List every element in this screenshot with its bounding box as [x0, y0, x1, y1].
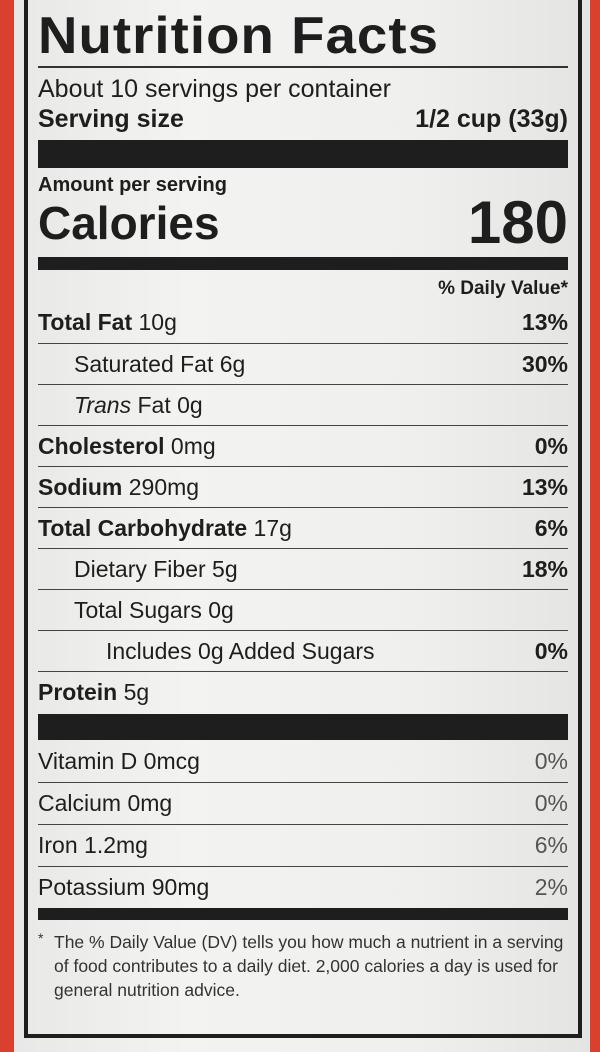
nutrient-amount: 17g	[253, 514, 292, 541]
nutrient-daily-value: 0%	[534, 432, 568, 459]
nutrient-name: Total Carbohydrate	[38, 514, 248, 541]
serving-size-value: 1/2 cup (33g)	[415, 105, 568, 133]
nutrient-list: Total Fat 10g 13% Saturated Fat 6g 30% Trans…	[38, 302, 568, 712]
nutrition-facts-panel: Nutrition Facts About 10 servings per co…	[24, 0, 582, 1038]
nutrient-name: Cholesterol	[38, 432, 165, 459]
vitamin-label: Vitamin D 0mcg	[38, 747, 200, 774]
vitamin-label: Calcium 0mg	[38, 790, 173, 816]
footnote: * The % Daily Value (DV) tells you how m…	[38, 920, 568, 1002]
amount-per-serving: Amount per serving	[38, 174, 227, 196]
nutrient-name: Includes 0g Added Sugars	[106, 637, 375, 664]
serving-size-label: Serving size	[38, 105, 184, 133]
nutrient-name: Total Sugars	[74, 596, 202, 623]
calories-label: Calories	[38, 197, 220, 249]
nutrient-amount: 5g	[212, 555, 238, 582]
nutrient-row: Dietary Fiber 5g 18%	[38, 548, 568, 589]
thick-divider	[38, 140, 568, 168]
nutrient-label: Dietary Fiber 5g	[74, 556, 238, 583]
nutrient-name: Total Fat	[38, 309, 133, 335]
nutrient-label: Cholesterol 0mg	[38, 433, 216, 460]
nutrient-label: Total Sugars 0g	[74, 597, 234, 624]
vitamin-row: Calcium 0mg 0%	[38, 782, 568, 824]
nutrient-name: Trans	[74, 391, 132, 418]
nutrient-row: Total Carbohydrate 17g 6%	[38, 507, 568, 548]
nutrient-row: Sodium 290mg 13%	[38, 466, 568, 507]
medium-divider	[38, 257, 568, 270]
vitamin-daily-value: 0%	[534, 747, 568, 774]
vitamin-daily-value: 6%	[534, 832, 568, 858]
footnote-asterisk: *	[38, 930, 44, 946]
nutrient-name: Sodium	[38, 473, 123, 500]
vitamin-row: Potassium 90mg 2%	[38, 866, 568, 908]
nutrient-row: Trans Fat 0g	[38, 384, 568, 425]
nutrient-amount: 0mg	[170, 432, 216, 459]
nutrient-amount: 0g	[208, 596, 234, 623]
vitamin-label: Potassium 90mg	[38, 874, 210, 900]
nutrient-label: Total Carbohydrate 17g	[38, 515, 292, 542]
nutrient-label: Includes 0g Added Sugars	[106, 638, 375, 665]
serving-size-row: Serving size 1/2 cup (33g)	[38, 104, 568, 134]
nutrient-amount: 5g	[123, 678, 150, 705]
footnote-text: The % Daily Value (DV) tells you how muc…	[54, 932, 564, 1000]
nutrient-label: Total Fat 10g	[38, 309, 177, 336]
nutrient-row: Total Fat 10g 13%	[38, 302, 568, 343]
nutrient-daily-value: 0%	[534, 637, 568, 664]
nutrient-daily-value: 13%	[521, 309, 568, 335]
nutrient-daily-value: 30%	[521, 350, 568, 377]
nutrient-label: Sodium 290mg	[38, 474, 199, 501]
nutrient-name: Protein	[38, 678, 118, 705]
nutrient-row: Total Sugars 0g	[38, 589, 568, 630]
nutrient-label: Trans Fat 0g	[74, 392, 203, 419]
nutrient-row: Saturated Fat 6g 30%	[38, 343, 568, 384]
title: Nutrition Facts	[38, 7, 440, 65]
servings-per-container: About 10 servings per container	[38, 75, 391, 103]
nutrient-row: Protein 5g	[38, 671, 568, 712]
nutrient-name: Saturated Fat	[74, 350, 214, 377]
medium-divider	[38, 908, 568, 920]
calories-row: Calories 180	[38, 189, 568, 256]
nutrition-label: Nutrition Facts About 10 servings per co…	[14, 0, 590, 1052]
nutrient-amount: Fat 0g	[137, 391, 203, 418]
vitamin-label: Iron 1.2mg	[38, 832, 148, 858]
vitamin-daily-value: 0%	[534, 790, 568, 816]
vitamin-daily-value: 2%	[534, 874, 568, 900]
calories-value: 180	[467, 189, 568, 256]
nutrient-label: Saturated Fat 6g	[74, 351, 245, 378]
vitamin-row: Iron 1.2mg 6%	[38, 824, 568, 866]
nutrient-amount: 290mg	[128, 473, 200, 500]
nutrient-daily-value: 6%	[534, 514, 568, 541]
daily-value-header: % Daily Value*	[438, 278, 568, 299]
nutrient-row: Cholesterol 0mg 0%	[38, 425, 568, 466]
thick-divider	[38, 714, 568, 740]
nutrient-label: Protein 5g	[38, 679, 149, 706]
nutrient-daily-value: 18%	[521, 555, 568, 582]
nutrient-amount: 10g	[138, 309, 177, 335]
nutrient-name: Dietary Fiber	[74, 555, 206, 582]
vitamin-list: Vitamin D 0mcg 0% Calcium 0mg 0% Iron 1.2mg 6…	[38, 740, 568, 908]
nutrient-daily-value: 13%	[521, 473, 568, 500]
divider	[38, 66, 568, 68]
nutrient-amount: 6g	[219, 350, 246, 377]
vitamin-row: Vitamin D 0mcg 0%	[38, 740, 568, 782]
nutrient-row: Includes 0g Added Sugars 0%	[38, 630, 568, 671]
